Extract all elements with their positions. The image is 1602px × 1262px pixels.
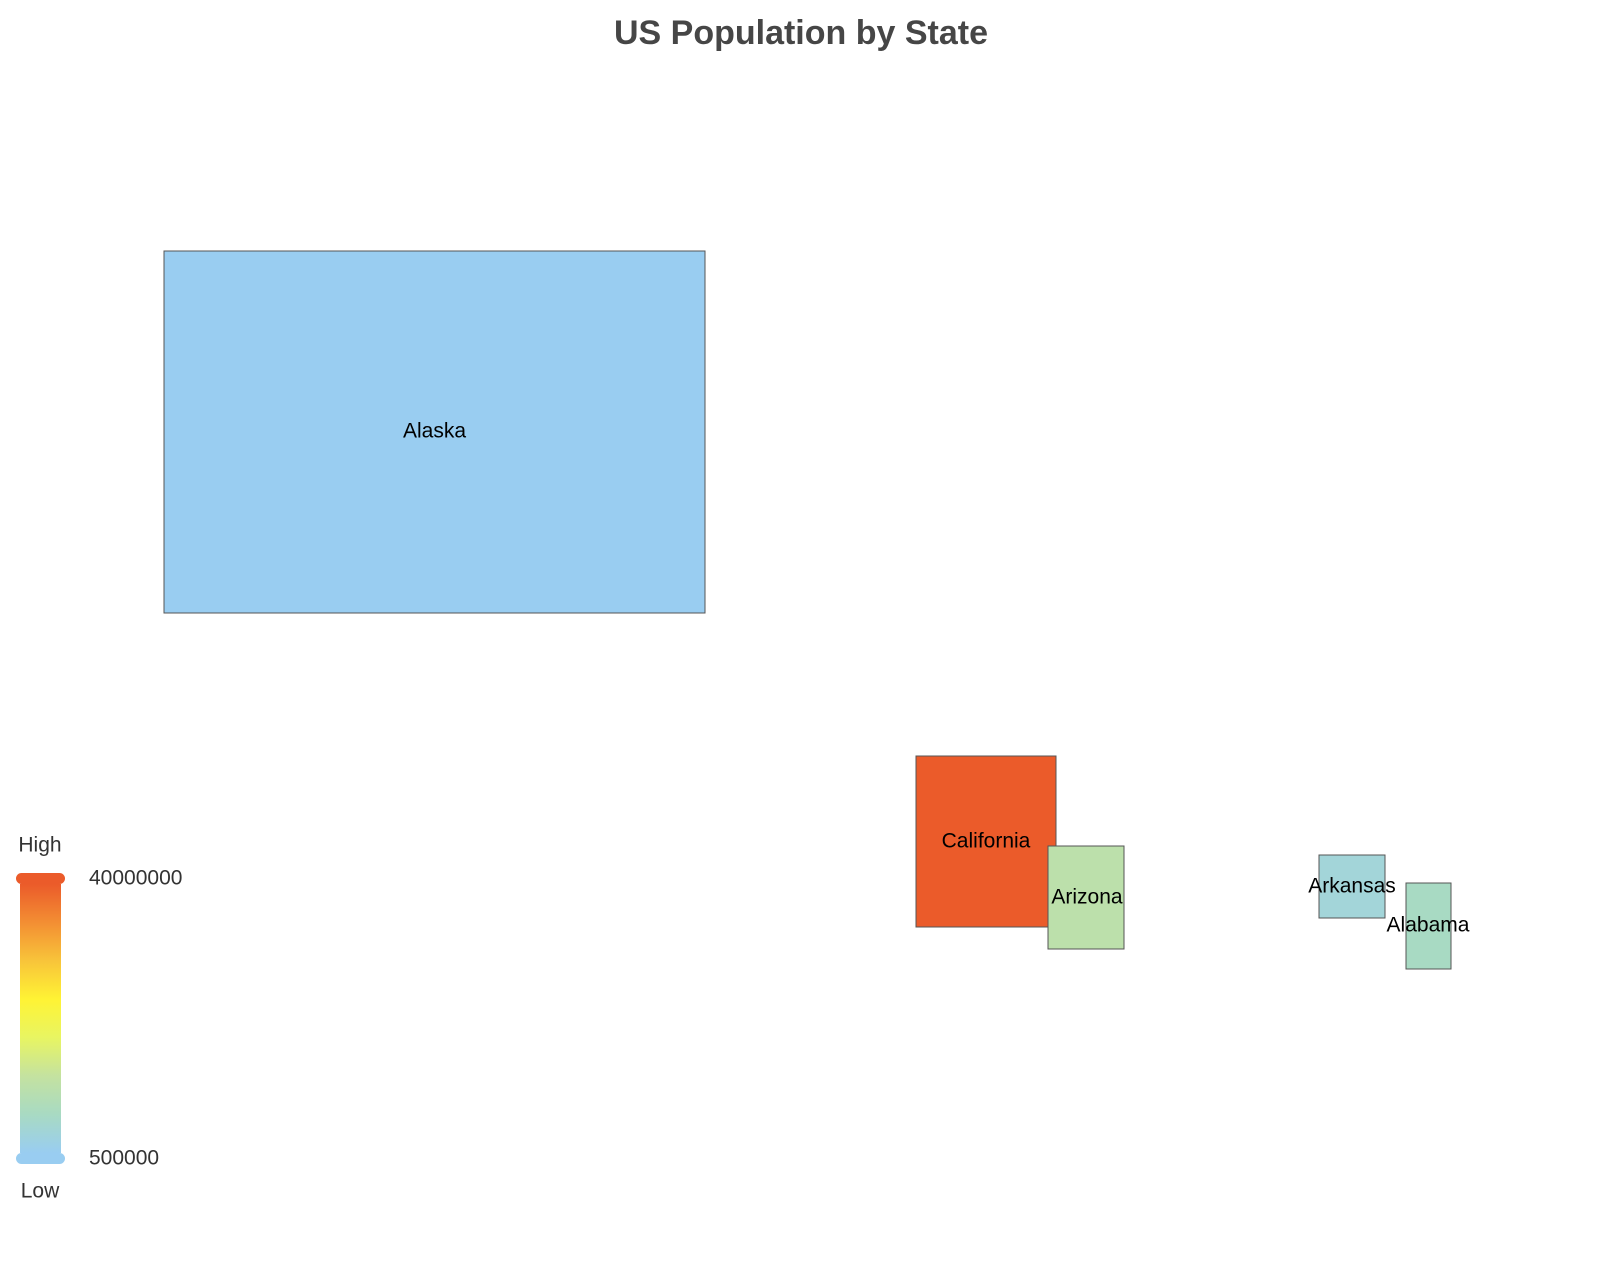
- region-alaska-label: Alaska: [403, 420, 466, 443]
- region-arkansas[interactable]: Arkansas: [1308, 854, 1396, 919]
- legend-top-cap: [16, 873, 65, 884]
- region-arizona[interactable]: Arizona: [1047, 845, 1125, 950]
- region-alabama-label: Alabama: [1387, 914, 1470, 937]
- legend-max-value: 40000000: [89, 867, 182, 890]
- legend-min-value: 500000: [89, 1147, 159, 1170]
- region-alaska[interactable]: Alaska: [163, 250, 706, 614]
- region-arkansas-label: Arkansas: [1308, 875, 1396, 898]
- region-california-shape[interactable]: [915, 755, 1057, 928]
- region-alaska-shape[interactable]: [163, 250, 706, 614]
- legend-high-label: High: [18, 834, 61, 857]
- map-regions: Alaska California Arizona Arkansas Alaba…: [163, 250, 1470, 970]
- region-arizona-label: Arizona: [1051, 886, 1123, 909]
- region-california-label: California: [942, 830, 1031, 853]
- region-alabama-shape[interactable]: [1405, 882, 1452, 970]
- colorscale-bar: [20, 884, 61, 1153]
- legend-bottom-cap: [16, 1153, 65, 1164]
- colorscale-legend: High 40000000 500000 Low: [16, 834, 182, 1203]
- legend-low-label: Low: [21, 1180, 60, 1203]
- region-alabama[interactable]: Alabama: [1387, 882, 1470, 970]
- region-california[interactable]: California: [915, 755, 1057, 928]
- region-arkansas-shape[interactable]: [1318, 854, 1386, 919]
- region-arizona-shape[interactable]: [1047, 845, 1125, 950]
- chart-title: US Population by State: [613, 14, 989, 52]
